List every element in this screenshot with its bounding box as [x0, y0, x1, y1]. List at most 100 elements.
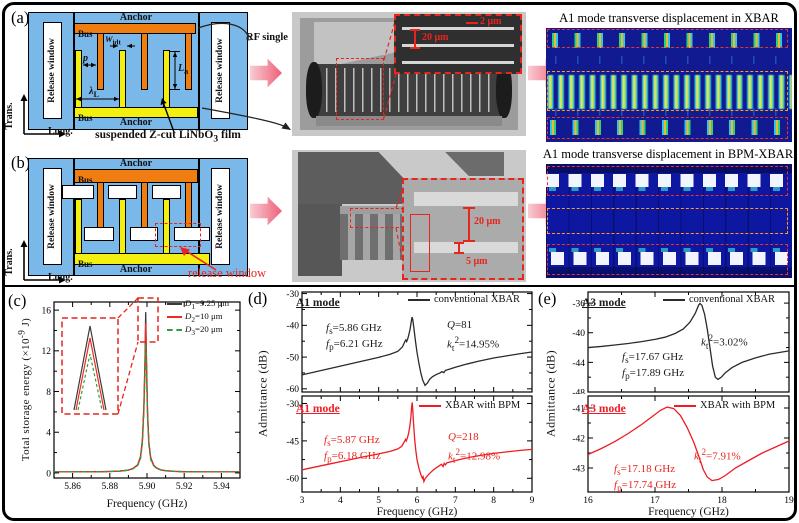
trans-axis-label-a: Trans. — [4, 102, 15, 130]
scale-ibeam — [468, 208, 470, 241]
legend-label: conventional XBAR — [434, 294, 521, 305]
x-tick-label: 16 — [583, 496, 593, 506]
scale-ibeam-cap — [454, 242, 464, 244]
release-window-right: Release window — [211, 22, 230, 119]
release-window-squares-bottom — [546, 252, 792, 265]
y-tick-label: -60 — [286, 475, 299, 485]
schematic-xbar: Anchor Bus Bus Anchor Release window Rel… — [28, 12, 248, 130]
release-window-left: Release window — [43, 22, 62, 119]
schematic-divider-line — [73, 159, 75, 275]
mode-label-e-bottom: A3 mode — [582, 403, 626, 415]
top-edge-band — [546, 164, 792, 173]
plot-area — [301, 291, 533, 393]
scale-bar-20um: 20 μm — [474, 216, 501, 227]
edge-region-box-top — [547, 166, 788, 196]
y-tick-label: -40 — [572, 329, 585, 339]
bottom-bus-electrode: Bus — [74, 107, 198, 123]
fp-annotation: fp=6.18 GHz — [324, 450, 381, 465]
mode-label-e-top: A3 mode — [582, 297, 626, 309]
sem-left-region — [298, 204, 342, 276]
x-tick-label: 7 — [453, 496, 458, 506]
panel-b-label: (b) — [11, 153, 31, 172]
buried-release-window — [152, 185, 181, 199]
idt-finger-top — [141, 182, 148, 233]
legend-line-sample — [408, 298, 430, 301]
release-window-callout-label: release window — [188, 266, 267, 280]
buried-release-window — [174, 227, 210, 241]
x-tick-label: 8 — [491, 496, 496, 506]
y-tick-label: 12 — [42, 347, 52, 357]
y-tick-label: -30 — [286, 400, 299, 410]
series-line — [302, 316, 532, 387]
admittance-ylabel-d: Admittance (dB) — [255, 350, 270, 437]
admittance-chart-a3-bpm: 16 17 18 19 -41 -42 -43 — [572, 395, 794, 506]
center-region-box — [547, 208, 788, 234]
inset-finger-line — [402, 27, 514, 30]
fs-annotation: fs=5.87 GHz — [324, 434, 380, 449]
sem-electrode-right — [496, 62, 512, 118]
displacement-faint-row — [546, 108, 792, 116]
fp-annotation: fp=17.74 GHz — [614, 479, 677, 494]
scale-ibeam-cap — [410, 29, 420, 31]
x-tick-label: 3 — [300, 496, 305, 506]
sem-inset-bpm: 20 μm 5 μm — [402, 178, 524, 280]
bpm-strip-outline — [410, 214, 430, 272]
y-tick-label: -36 — [572, 300, 585, 310]
long-axis-label-b: Long. — [48, 272, 73, 283]
anchor-top-label: Anchor — [119, 12, 153, 23]
y-tick-label: -45 — [286, 437, 299, 447]
scale-ibeam-cap — [463, 240, 475, 242]
frequency-xlabel-e: Frequency (GHz) — [648, 506, 729, 518]
mode-label-d-top: A1 mode — [296, 297, 340, 309]
y-tick-label: -44 — [572, 359, 585, 369]
energy-chart-ylabel: Total storage energy (×10-9 J) — [16, 317, 33, 462]
sem-idt-fingers — [326, 68, 492, 112]
panel-a-label: (a) — [11, 8, 30, 27]
x-tick-label: 5 — [376, 496, 381, 506]
series-line — [588, 302, 789, 381]
admittance-chart-a1-conventional: -30 -40 -50 -60 — [286, 290, 533, 394]
sem-electrode-left — [306, 62, 322, 118]
rf-signal-label: RF single — [246, 32, 288, 43]
legend-label: XBAR with BPM — [445, 400, 521, 411]
kt2-annotation: kt2=7.91% — [694, 447, 741, 465]
idt-finger-top — [97, 33, 104, 90]
buried-release-window — [62, 185, 94, 199]
legend-label: conventional XBAR — [689, 294, 776, 305]
sim-title-bpm-xbar: A1 mode transverse displacement in BPM-X… — [542, 147, 794, 161]
y-tick-label: -40 — [286, 322, 299, 332]
bus-label: Bus — [78, 113, 93, 123]
displacement-faint-row — [546, 56, 792, 64]
panel-d-label: (d) — [248, 289, 268, 308]
x-tick-label: 4 — [338, 496, 343, 506]
y-tick-label: -42 — [572, 434, 585, 444]
q-annotation: Q=218 — [448, 431, 479, 443]
bottom-edge-band — [546, 267, 792, 278]
legend-d-bottom: XBAR with BPM — [419, 400, 520, 411]
idt-finger-top — [97, 182, 104, 233]
top-bus-electrode: Bus — [74, 23, 196, 39]
y-tick-label: -30 — [286, 290, 299, 300]
idt-finger-top — [185, 33, 192, 90]
buried-release-window — [108, 185, 137, 199]
inset-electrode-bar — [414, 192, 518, 206]
mode-label-d-bottom: A1 mode — [296, 403, 340, 415]
long-axis-label-a: Long. — [48, 126, 73, 137]
fs-annotation: fs=17.18 GHz — [614, 463, 676, 478]
x-tick-label: 5.90 — [139, 482, 156, 492]
release-window-label: Release window — [47, 38, 57, 103]
series-line — [54, 343, 240, 473]
scale-ibeam-cap — [463, 207, 475, 209]
energy-chart-xlabel: Frequency (GHz) — [106, 498, 188, 510]
dim-widt-label: Widt — [105, 34, 121, 47]
scale-bar-2um: 2 μm — [480, 16, 502, 27]
dim-lambda-label: λL — [89, 86, 100, 99]
sem-inset-xbar: 2 μm 20 μm — [394, 14, 522, 74]
displacement-map-xbar — [546, 28, 792, 142]
scale-bar-20um: 20 μm — [422, 32, 449, 43]
edge-region-box-bottom — [547, 117, 788, 139]
buried-release-window — [130, 227, 158, 241]
release-window-squares-top — [546, 174, 792, 187]
scale-bar-5um: 5 μm — [466, 256, 488, 267]
